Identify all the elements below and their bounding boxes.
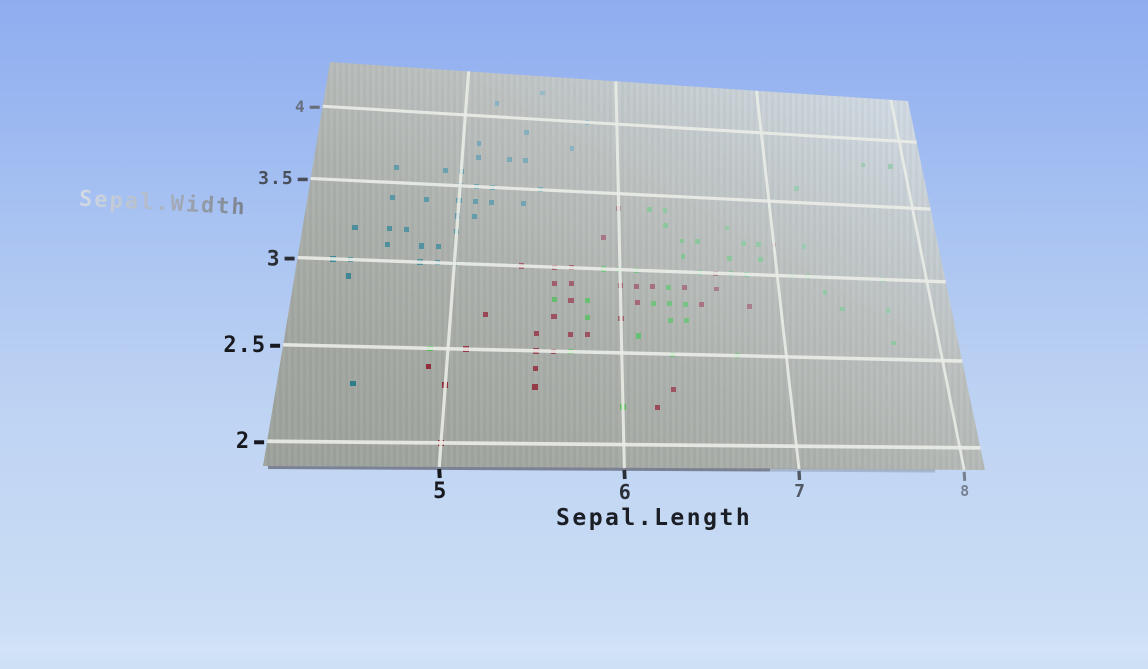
y-tick-label: 4 — [295, 97, 306, 117]
x-tick-label: 7 — [794, 480, 806, 502]
x-tick-label: 6 — [618, 480, 632, 504]
y-axis-title: Sepal.Width — [78, 186, 248, 221]
y-tick-label: 2 — [235, 429, 251, 455]
x-tick-mark — [622, 469, 627, 480]
x-tick-label: 5 — [433, 478, 448, 504]
plane-bottom-edge-shadow — [769, 468, 936, 473]
x-axis-title: Sepal.Length — [556, 505, 753, 531]
x-tick-mark — [437, 468, 442, 479]
y-tick-label: 3.5 — [258, 168, 294, 190]
data-point-teal — [570, 67, 575, 72]
x-tick-mark — [962, 471, 967, 481]
x-tick-mark — [797, 470, 802, 481]
x-tick-label: 8 — [960, 481, 971, 500]
y-tick-label: 3 — [266, 246, 281, 271]
y-tick-label: 2.5 — [223, 332, 267, 358]
